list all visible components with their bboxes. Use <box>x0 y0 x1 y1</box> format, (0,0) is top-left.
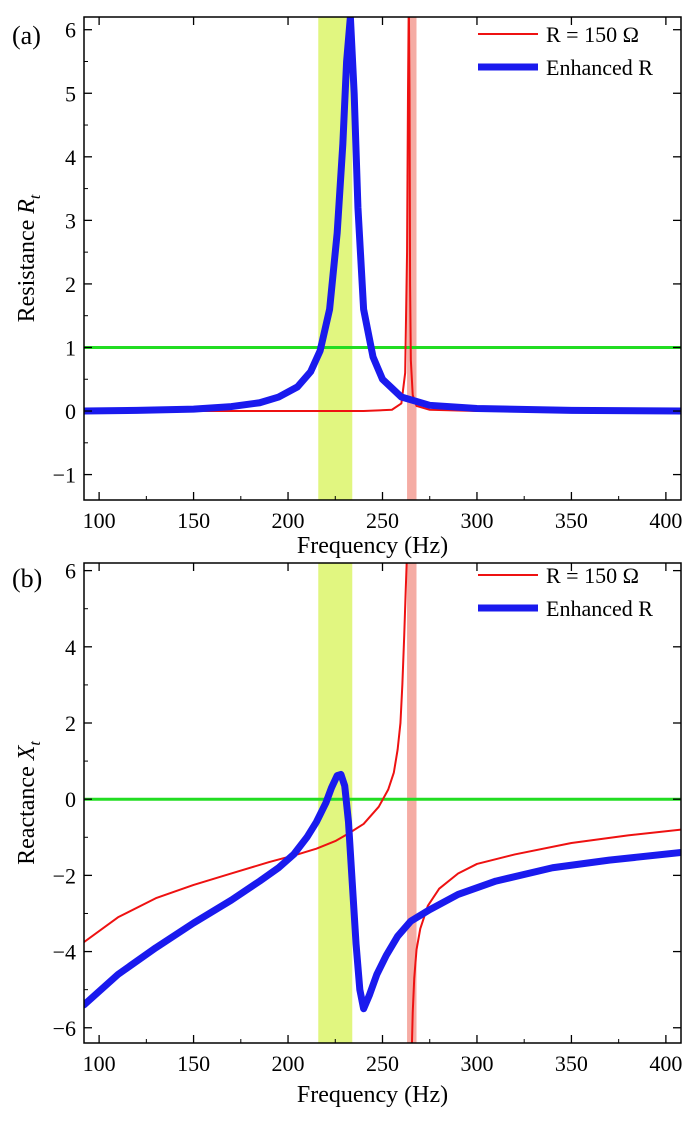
y-tick-label: 1 <box>65 335 76 360</box>
y-axis-label-prefix: Resistance <box>14 214 40 323</box>
x-tick-label: 200 <box>272 508 305 533</box>
y-tick-label: −1 <box>53 463 76 488</box>
series-line-r150 <box>84 17 681 413</box>
y-axis-label-prefix: Reactance <box>14 760 40 865</box>
x-tick-label: 200 <box>272 1051 305 1076</box>
plot-frame <box>83 16 682 501</box>
y-tick-label: 6 <box>65 559 76 584</box>
y-tick-label: 0 <box>65 787 76 812</box>
x-tick-label: 150 <box>177 1051 210 1076</box>
plot-area <box>84 563 681 1043</box>
y-tick-label: −6 <box>53 1016 76 1041</box>
y-tick-label: 5 <box>65 81 76 106</box>
panel-label: (a) <box>12 21 41 50</box>
legend-label: Enhanced R <box>546 55 653 80</box>
legend-label: Enhanced R <box>546 596 653 621</box>
y-tick-label: 2 <box>65 272 76 297</box>
y-tick-label: 2 <box>65 711 76 736</box>
series-line-enhanced <box>84 17 681 415</box>
y-tick-label: 6 <box>65 18 76 43</box>
x-tick-label: 350 <box>555 508 588 533</box>
series-line-r150-seg0 <box>84 563 408 944</box>
plot-frame <box>83 562 682 1044</box>
y-tick-label: −4 <box>53 940 76 965</box>
x-tick-label: 300 <box>460 508 493 533</box>
x-tick-label: 400 <box>649 508 682 533</box>
x-tick-label: 100 <box>83 508 116 533</box>
y-tick-label: −2 <box>53 863 76 888</box>
panel-b: 100 150 200 250 300 350 400 −6 −4 −2 0 2 4 6 Frequency… <box>12 559 682 1108</box>
panel-a: 100 150 200 250 300 350 400 −1 0 1 2 3 4 5 6 Frequency … <box>12 16 682 559</box>
x-tick-label: 350 <box>555 1051 588 1076</box>
series-line-enhanced <box>84 770 681 1013</box>
x-tick-label: 400 <box>649 1051 682 1076</box>
y-axis-label-sub: t <box>27 741 44 746</box>
y-axis-label: Resistance Rt <box>14 194 44 322</box>
y-axis-label-sub: t <box>27 194 44 199</box>
x-tick-label: 250 <box>366 508 399 533</box>
x-tick-label: 150 <box>177 508 210 533</box>
x-axis-label: Frequency (Hz) <box>297 1082 448 1108</box>
legend-label: R = 150 Ω <box>546 22 639 47</box>
highlight-band-red <box>407 17 417 500</box>
y-tick-label: 3 <box>65 208 76 233</box>
y-tick-label: 0 <box>65 399 76 424</box>
y-axis-label-symbol: R <box>14 199 40 215</box>
x-axis-label: Frequency (Hz) <box>297 533 448 559</box>
plot-area <box>84 17 681 500</box>
series-line-r150-seg1 <box>410 828 681 1043</box>
y-axis-label-symbol: X <box>14 744 40 761</box>
legend-label: R = 150 Ω <box>546 563 639 588</box>
panel-label: (b) <box>12 564 42 593</box>
x-tick-label: 250 <box>366 1051 399 1076</box>
x-tick-label: 300 <box>460 1051 493 1076</box>
x-tick-label: 100 <box>83 1051 116 1076</box>
y-tick-label: 4 <box>65 635 76 660</box>
highlight-band-red <box>407 563 417 1043</box>
y-axis-label: Reactance Xt <box>14 741 44 865</box>
y-tick-label: 4 <box>65 145 76 170</box>
